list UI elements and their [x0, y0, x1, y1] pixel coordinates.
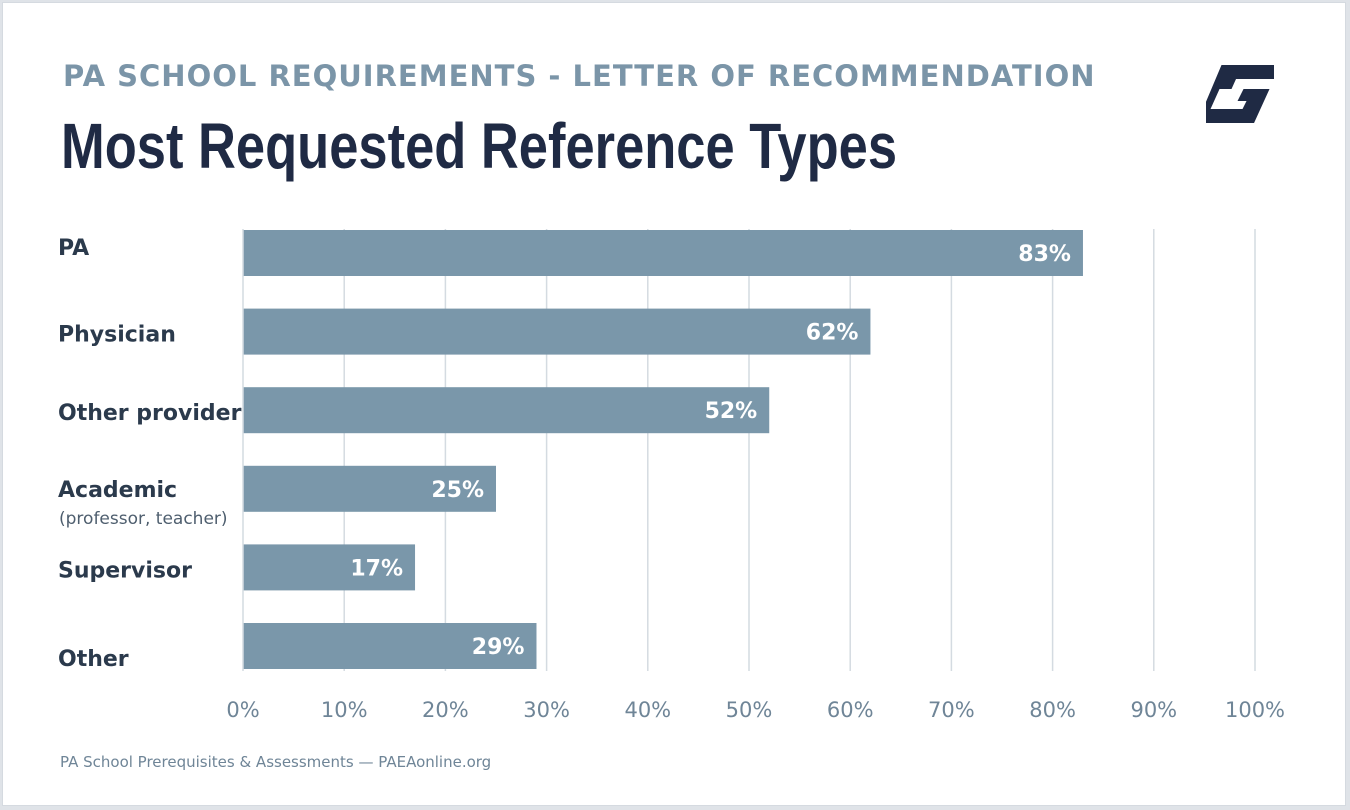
- x-tick-label: 60%: [827, 698, 874, 722]
- category-label: Academic: [58, 478, 177, 503]
- bar: [243, 465, 496, 512]
- x-tick-label: 0%: [226, 698, 259, 722]
- bar: [243, 308, 871, 355]
- bar-value-label: 25%: [431, 478, 484, 503]
- category-label: Other: [58, 647, 129, 672]
- bar-value-label: 62%: [806, 321, 859, 346]
- x-tick-label: 20%: [422, 698, 469, 722]
- bar: [243, 544, 416, 591]
- x-tick-label: 100%: [1225, 698, 1285, 722]
- bar-value-label: 17%: [350, 556, 403, 581]
- x-tick-label: 70%: [928, 698, 975, 722]
- x-tick-label: 90%: [1130, 698, 1177, 722]
- bar-value-label: 83%: [1018, 242, 1071, 267]
- bar-value-label: 29%: [472, 635, 525, 660]
- category-label: PA: [58, 236, 89, 261]
- x-tick-label: 30%: [523, 698, 570, 722]
- category-label: Supervisor: [58, 558, 192, 583]
- category-note: (professor, teacher): [59, 509, 228, 529]
- bar: [243, 623, 537, 669]
- chart-title: Most Requested Reference Types: [61, 110, 898, 182]
- category-label: Other provider: [58, 401, 242, 426]
- bar: [243, 387, 770, 434]
- bar-chart: 83% PA 62% Physician 52% Other provider 25% Aca…: [58, 229, 1285, 722]
- x-tick-label: 50%: [726, 698, 773, 722]
- x-tick-label: 80%: [1029, 698, 1076, 722]
- bar: [243, 230, 1083, 276]
- brand-g-logo-icon: [1206, 65, 1274, 123]
- x-tick-label: 40%: [624, 698, 671, 722]
- chart-subtitle: PA SCHOOL REQUIREMENTS - LETTER OF RECOM…: [63, 59, 1096, 93]
- source-footnote: PA School Prerequisites & Assessments — …: [60, 753, 492, 771]
- bar-value-label: 52%: [705, 399, 758, 424]
- category-label: Physician: [58, 323, 176, 348]
- x-tick-label: 10%: [321, 698, 368, 722]
